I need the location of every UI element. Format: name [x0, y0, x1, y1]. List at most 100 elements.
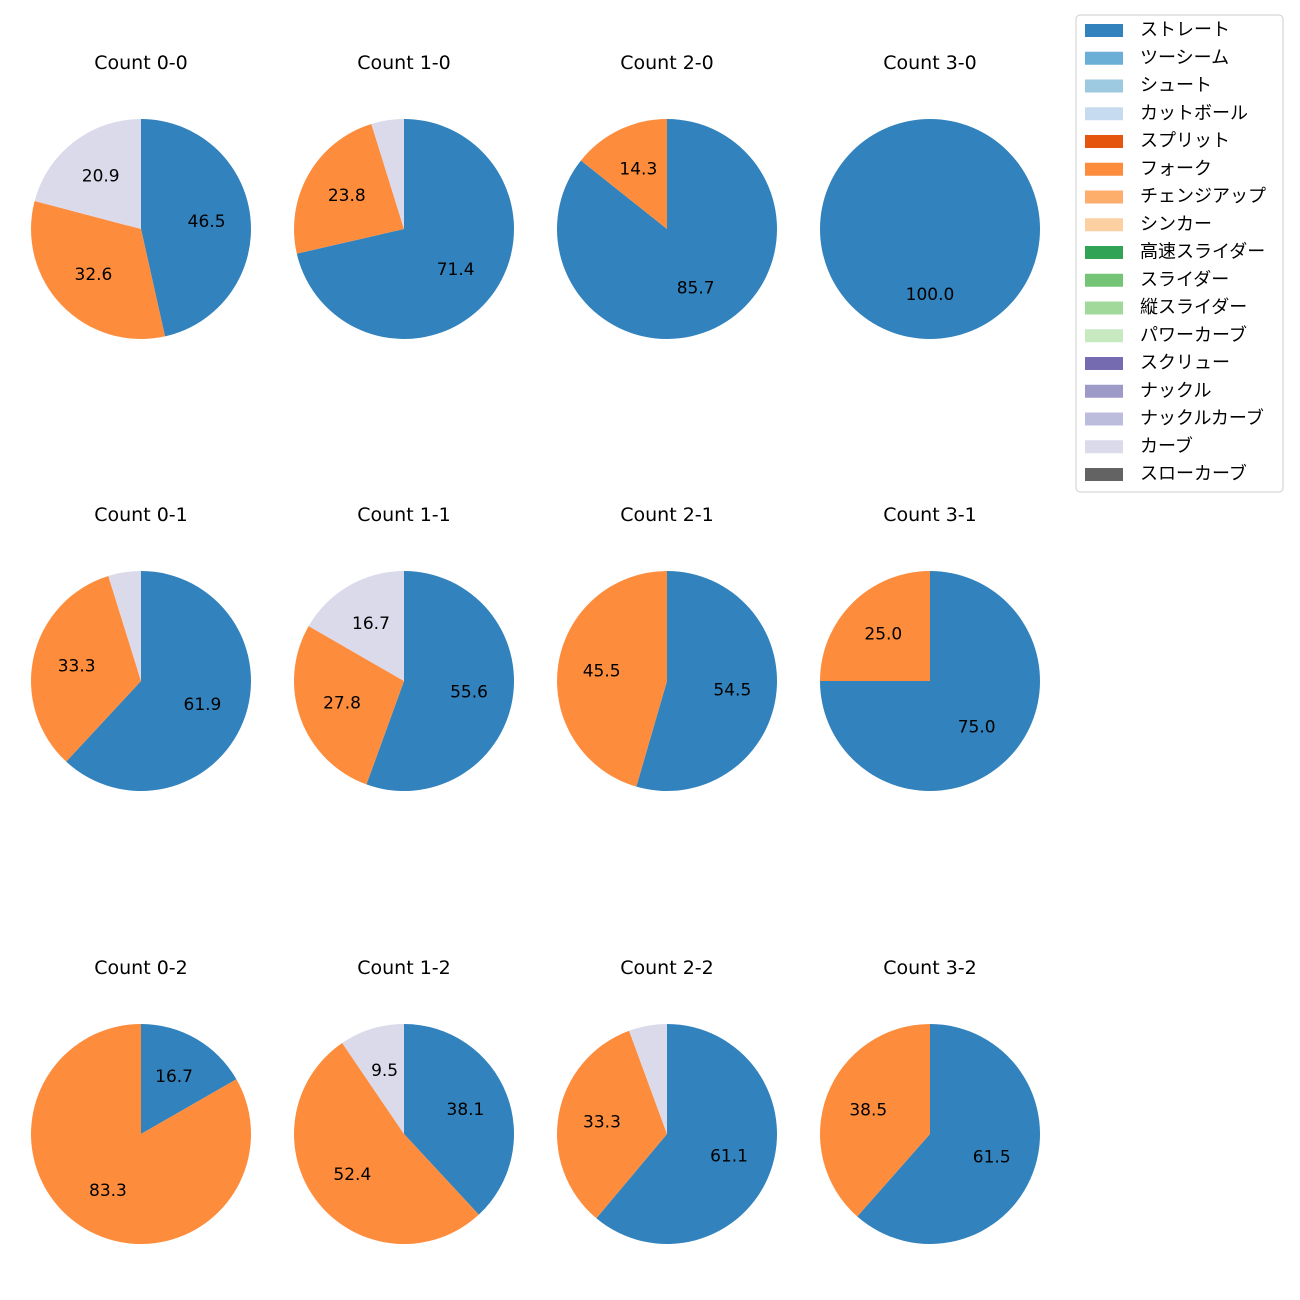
pie-slice-label: 38.1 [447, 1100, 485, 1120]
pie-slice-label: 52.4 [333, 1165, 371, 1185]
pie-count-3-2: Count 3-2 61.5 38.5 [820, 957, 1041, 1245]
pie-slice-label: 85.7 [677, 278, 715, 298]
pie-slice [557, 571, 667, 787]
pie-slice [820, 119, 1040, 339]
pie-slice-label: 61.9 [184, 695, 222, 715]
pie-slice-label: 33.3 [58, 656, 96, 676]
pie-slice [293, 123, 404, 254]
pie-slice-label: 9.5 [371, 1061, 398, 1081]
pie-slice [371, 119, 404, 229]
legend-frame [1075, 14, 1284, 493]
legend-swatch [1085, 190, 1123, 204]
legend-swatch [1085, 301, 1123, 315]
pie-slice-label: 16.7 [155, 1067, 193, 1087]
legend-item: 高速スライダー [1085, 242, 1265, 263]
legend-swatch [1085, 218, 1123, 232]
legend-swatch [1085, 440, 1123, 454]
pie-slice-label: 61.5 [973, 1147, 1011, 1167]
pie-title: Count 1-2 [357, 957, 451, 979]
pie-count-0-0: Count 0-0 46.5 32.6 20.9 [31, 52, 252, 339]
legend-label: ツーシーム [1140, 47, 1229, 68]
legend-swatch [1085, 384, 1123, 398]
legend-swatch [1085, 412, 1123, 426]
legend-item: スクリュー [1085, 353, 1230, 374]
legend-label: ナックル [1140, 380, 1211, 401]
legend-item: スライダー [1085, 269, 1229, 290]
legend-swatch [1085, 468, 1123, 481]
legend-item: パワーカーブ [1085, 324, 1247, 346]
pie-slice [296, 119, 514, 339]
pie-slice-label: 55.6 [450, 682, 488, 702]
legend-item: シンカー [1085, 214, 1212, 235]
pie-slice [141, 1024, 237, 1134]
legend-item: 縦スライダー [1085, 297, 1247, 318]
legend-swatch [1085, 329, 1123, 343]
pie-slice [31, 200, 165, 339]
legend-swatch [1085, 162, 1123, 176]
pie-count-0-1: Count 0-1 61.9 33.3 [30, 504, 252, 791]
pie-slice-label: 16.7 [352, 614, 390, 634]
pie-count-2-1: Count 2-1 54.5 45.5 [557, 504, 778, 791]
legend-item: カットボール [1085, 103, 1248, 124]
pie-slice [30, 575, 141, 762]
pie-title: Count 2-1 [620, 504, 714, 526]
pie-slice [596, 1024, 778, 1244]
pie-slice [308, 571, 404, 681]
pie-slice [342, 1024, 404, 1134]
legend-item: チェンジアップ [1085, 186, 1266, 207]
legend-swatch [1085, 51, 1123, 65]
pie-count-1-2: Count 1-2 38.1 52.4 9.5 [293, 957, 514, 1245]
legend-item: ストレート [1085, 20, 1230, 41]
pie-slice-label: 38.5 [849, 1101, 887, 1121]
pie-slice-label: 27.8 [323, 694, 361, 714]
legend-swatch [1085, 273, 1123, 287]
pie-slice [580, 118, 667, 229]
pie-slice [820, 571, 930, 681]
pie-slice [366, 571, 515, 792]
pie-title: Count 0-2 [94, 957, 188, 979]
pie-slice [34, 119, 141, 229]
pie-slice-label: 83.3 [89, 1181, 127, 1201]
legend-label: カットボール [1140, 103, 1248, 124]
legend-label: スクリュー [1140, 353, 1230, 374]
pie-slice [557, 119, 778, 339]
legend-item: ナックル [1085, 380, 1211, 401]
pie-count-3-1: Count 3-1 75.0 25.0 [820, 504, 1040, 791]
legend-label: チェンジアップ [1140, 186, 1266, 207]
pie-title: Count 0-1 [94, 504, 188, 526]
pie-slice-label: 71.4 [437, 260, 475, 280]
pie-slice-label: 75.0 [958, 718, 996, 738]
legend: ストレートツーシームシュートカットボールスプリットフォークチェンジアップシンカー… [1075, 14, 1284, 493]
legend-item: カーブ [1085, 435, 1193, 457]
pie-slice-label: 20.9 [82, 167, 120, 187]
pie-slice [404, 1024, 514, 1215]
legend-swatch [1085, 357, 1123, 370]
legend-label: スプリット [1140, 131, 1230, 152]
pie-count-2-2: Count 2-2 61.1 33.3 [557, 957, 778, 1244]
pie-slice [629, 1024, 667, 1134]
pie-count-1-0: Count 1-0 71.4 23.8 [293, 52, 514, 339]
pie-slice-label: 33.3 [583, 1113, 621, 1133]
pie-count-3-0: Count 3-0 100.0 [820, 52, 1040, 339]
legend-item: シュート [1085, 75, 1212, 96]
pie-title: Count 3-1 [883, 504, 977, 526]
pie-slice [294, 626, 404, 785]
pie-slice [108, 571, 141, 681]
legend-label: シンカー [1140, 214, 1212, 235]
legend-item: ナックルカーブ [1085, 407, 1264, 429]
pie-title: Count 2-2 [620, 957, 714, 979]
legend-item: ツーシーム [1085, 47, 1229, 68]
pie-slice [557, 1030, 667, 1219]
pie-count-2-0: Count 2-0 85.7 14.3 [557, 52, 778, 339]
legend-item: スローカーブ [1085, 463, 1247, 485]
pie-slice-label: 54.5 [713, 680, 751, 700]
legend-swatch [1085, 24, 1123, 37]
pie-slice-label: 25.0 [864, 624, 902, 644]
pie-title: Count 3-0 [883, 52, 977, 74]
legend-label: パワーカーブ [1140, 324, 1247, 346]
legend-label: フォーク [1140, 158, 1212, 179]
pie-slice-label: 61.1 [710, 1147, 748, 1167]
pie-slice-label: 45.5 [583, 662, 621, 682]
pie-slice [636, 571, 778, 791]
